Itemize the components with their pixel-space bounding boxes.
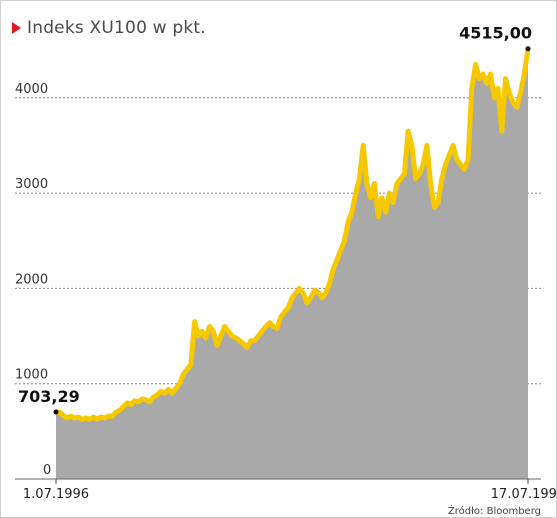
chart-title-text: Indeks XU100 w pkt. bbox=[27, 18, 206, 38]
end-point-marker bbox=[525, 46, 531, 52]
x-tick-label: 17.07.1998 bbox=[491, 487, 556, 502]
source-note: Źródło: Bloomberg bbox=[448, 504, 541, 517]
title-triangle-icon bbox=[12, 22, 21, 34]
start-value-label: 703,29 bbox=[18, 387, 80, 406]
chart-title: Indeks XU100 w pkt. bbox=[12, 18, 206, 38]
y-tick-label: 0 bbox=[43, 463, 51, 478]
series-line bbox=[53, 46, 531, 422]
y-tick-label: 4000 bbox=[15, 82, 48, 97]
y-tick-label: 3000 bbox=[15, 177, 48, 192]
y-tick-label: 2000 bbox=[15, 272, 48, 287]
series-area bbox=[56, 48, 528, 479]
end-value-label: 4515,00 bbox=[459, 24, 532, 43]
start-point-marker bbox=[53, 409, 59, 415]
y-tick-label: 1000 bbox=[15, 368, 48, 383]
x-tick-label: 1.07.1996 bbox=[23, 487, 89, 502]
